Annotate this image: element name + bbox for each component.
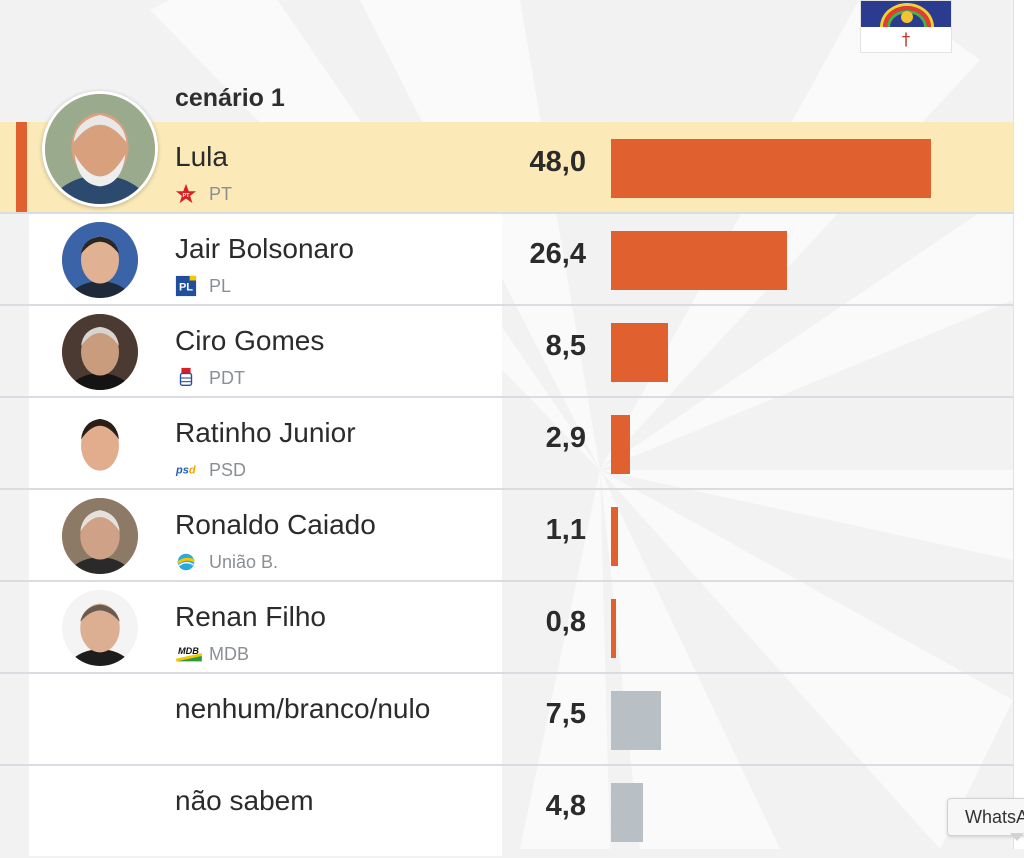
right-edge-panel — [1013, 0, 1024, 849]
candidate-row[interactable]: Ciro Gomes PDT 8,5 — [0, 306, 1013, 398]
candidate-name: Ratinho Junior — [175, 417, 356, 448]
svg-text:PT: PT — [182, 193, 190, 199]
option-row[interactable]: nenhum/branco/nulo 7,5 — [0, 674, 1013, 766]
tooltip-text: WhatsApp — [965, 807, 1024, 827]
party-label: PDT — [209, 367, 245, 388]
party-label: PT — [209, 183, 233, 204]
share-tooltip: WhatsApp — [947, 798, 1024, 836]
candidate-row[interactable]: Ronaldo Caiado União B. 1,1 — [0, 490, 1013, 582]
candidate-name: Jair Bolsonaro — [175, 233, 354, 264]
vote-value: 26,4 — [529, 238, 586, 270]
vote-bar — [611, 139, 931, 198]
candidate-avatar — [62, 222, 138, 298]
svg-text:PL: PL — [179, 282, 193, 294]
option-name: não sabem — [175, 785, 314, 816]
candidate-row[interactable]: Renan Filho MDB MDB 0,8 — [0, 582, 1013, 674]
vote-value: 1,1 — [545, 514, 586, 546]
vote-bar — [611, 783, 643, 842]
mdb-logo-icon: MDB — [175, 643, 202, 665]
state-flag-icon: † — [860, 0, 952, 53]
candidate-avatar — [62, 314, 138, 390]
candidate-name: Ciro Gomes — [175, 325, 325, 356]
candidate-row[interactable]: Ratinho Junior ps d PSD 2,9 — [0, 398, 1013, 490]
candidate-name: Ronaldo Caiado — [175, 509, 376, 540]
scenario-title: cenário 1 — [175, 84, 285, 112]
option-row[interactable]: não sabem 4,8 — [0, 766, 1013, 858]
vote-bar — [611, 507, 618, 566]
party-label: PL — [209, 275, 232, 296]
vote-bar — [611, 599, 616, 658]
highlight-accent — [16, 122, 27, 212]
candidate-avatar — [62, 498, 138, 574]
svg-text:d: d — [189, 465, 196, 477]
uniao-brasil-logo-icon — [175, 551, 197, 573]
pl-logo-icon: PL — [175, 275, 197, 297]
vote-value: 8,5 — [545, 330, 586, 362]
svg-text:MDB: MDB — [178, 646, 199, 656]
vote-value: 0,8 — [545, 606, 586, 638]
party-label: União B. — [209, 551, 279, 572]
psd-logo-icon: ps d — [175, 459, 197, 481]
candidate-avatar — [62, 590, 138, 666]
vote-bar — [611, 323, 668, 382]
svg-text:ps: ps — [175, 465, 189, 477]
vote-bar — [611, 415, 630, 474]
vote-bar — [611, 691, 661, 750]
pt-star-icon: PT — [175, 183, 197, 205]
vote-value: 48,0 — [529, 146, 586, 178]
option-name: nenhum/branco/nulo — [175, 693, 431, 724]
tooltip-arrow — [1010, 833, 1024, 841]
candidate-row[interactable]: Jair Bolsonaro PL PL 26,4 — [0, 214, 1013, 306]
vote-value: 4,8 — [545, 790, 586, 822]
vote-bar — [611, 231, 787, 290]
candidate-name: Lula — [175, 141, 228, 172]
candidate-avatar — [62, 406, 138, 482]
party-label: PSD — [209, 459, 247, 480]
pdt-fist-icon — [175, 367, 197, 389]
candidate-row[interactable]: Lula PT PT 48,0 — [0, 91, 1013, 214]
party-label: MDB — [209, 643, 249, 664]
candidate-name: Renan Filho — [175, 601, 326, 632]
vote-value: 2,9 — [545, 422, 586, 454]
candidate-avatar — [42, 91, 158, 207]
vote-value: 7,5 — [545, 698, 586, 730]
